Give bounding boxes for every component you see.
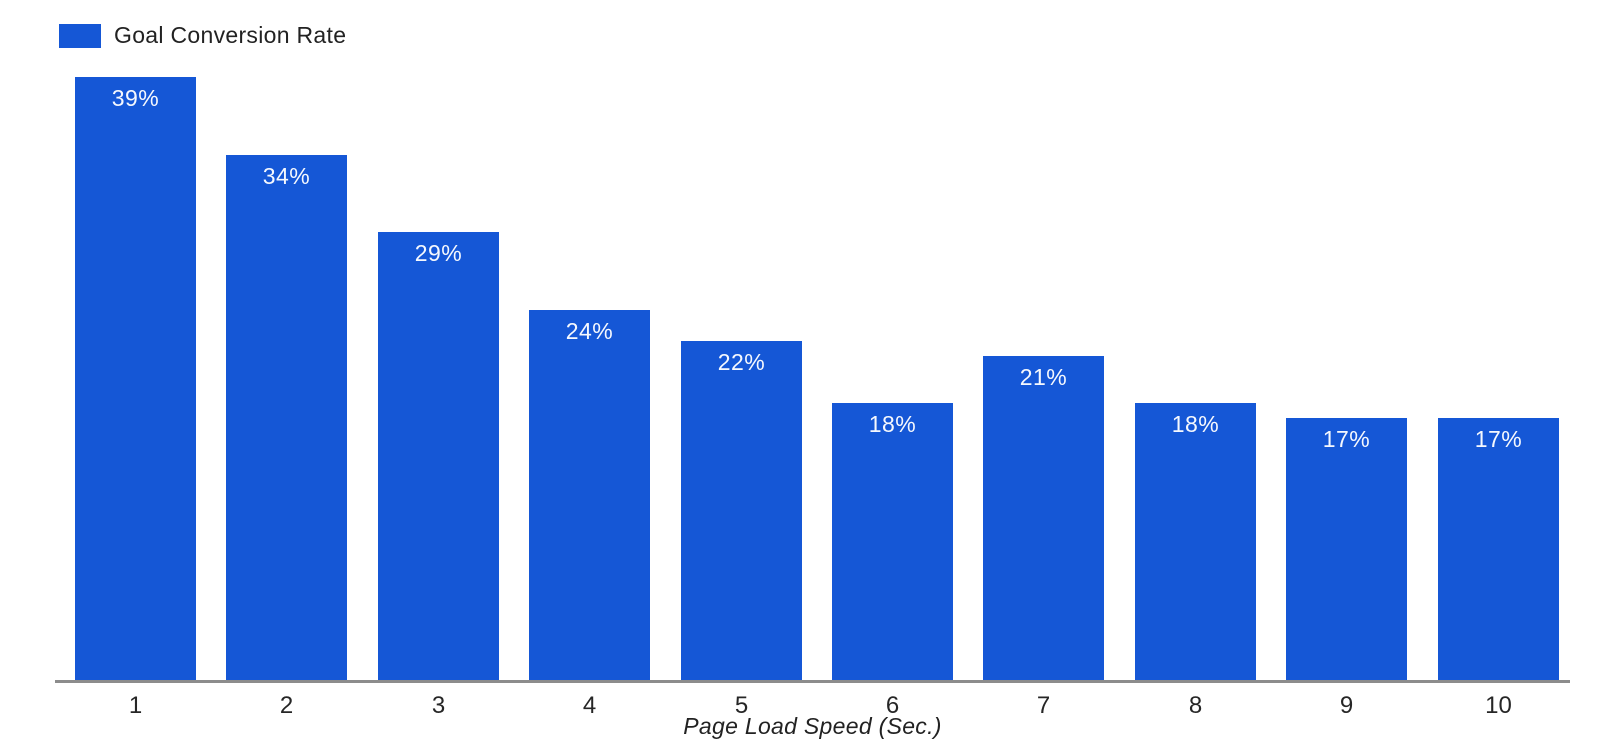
x-axis-title: Page Load Speed (Sec.) [683, 713, 942, 739]
bar-6: 18% [832, 403, 953, 682]
x-tick-label-7: 7 [1036, 692, 1051, 719]
bar-value-label: 17% [1474, 426, 1523, 452]
bar-value-label: 22% [717, 349, 766, 375]
x-tick-label-8: 8 [1188, 692, 1203, 719]
bar-3: 29% [378, 232, 499, 682]
bar-7: 21% [983, 356, 1104, 682]
x-axis-line [55, 680, 1570, 683]
bar-9: 17% [1286, 418, 1407, 682]
legend: Goal Conversion Rate [59, 22, 346, 49]
legend-label: Goal Conversion Rate [114, 22, 347, 48]
bar-10: 17% [1438, 418, 1559, 682]
bar-value-label: 29% [414, 240, 463, 266]
x-tick-label-10: 10 [1485, 692, 1512, 719]
bar-value-label: 18% [1171, 411, 1220, 437]
bar-value-label: 34% [262, 163, 311, 189]
bar-5: 22% [681, 341, 802, 682]
x-tick-label-3: 3 [431, 692, 446, 719]
legend-swatch [59, 23, 101, 48]
bar-1: 39% [75, 77, 196, 682]
bar-value-label: 39% [111, 85, 160, 111]
bar-value-label: 24% [565, 318, 614, 344]
x-tick-label-4: 4 [582, 692, 597, 719]
x-tick-label-6: 6 [885, 692, 900, 719]
x-tick-label-9: 9 [1339, 692, 1354, 719]
bar-value-label: 21% [1019, 364, 1068, 390]
bar-2: 34% [226, 155, 347, 682]
bar-value-label: 17% [1322, 426, 1371, 452]
x-tick-label-5: 5 [734, 692, 749, 719]
bar-8: 18% [1135, 403, 1256, 682]
x-tick-label-2: 2 [279, 692, 294, 719]
bar-4: 24% [529, 310, 650, 682]
bar-value-label: 18% [868, 411, 917, 437]
x-tick-label-1: 1 [128, 692, 143, 719]
